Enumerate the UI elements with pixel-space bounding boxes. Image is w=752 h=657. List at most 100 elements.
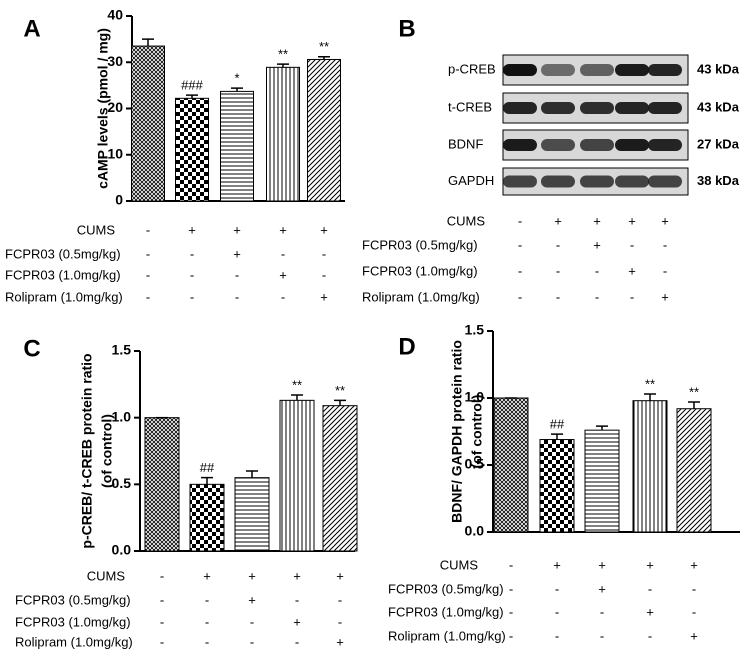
- treatment-mark: -: [518, 213, 522, 228]
- treatment-mark: -: [556, 263, 560, 278]
- treatment-label: FCPR03 (0.5mg/kg): [5, 246, 121, 261]
- treatment-mark: -: [250, 614, 254, 629]
- blot-band: [503, 175, 537, 188]
- treatment-mark: -: [630, 289, 634, 304]
- treatment-mark: -: [190, 289, 194, 304]
- treatment-label: FCPR03 (0.5mg/kg): [388, 581, 504, 596]
- treatment-mark: -: [518, 237, 522, 252]
- y-tick-label: 0.5: [465, 456, 485, 472]
- treatment-mark: -: [600, 628, 604, 643]
- y-tick-label: 10: [107, 145, 123, 161]
- treatment-mark: +: [554, 213, 562, 228]
- blot-band: [503, 64, 537, 76]
- bar: [266, 66, 300, 202]
- y-tick-label: 20: [107, 99, 123, 115]
- bar: [189, 483, 225, 552]
- treatment-mark: -: [692, 581, 696, 596]
- treatment-mark: -: [295, 592, 299, 607]
- significance-label: ###: [181, 78, 203, 93]
- treatment-label: FCPR03 (1.0mg/kg): [388, 604, 504, 619]
- blot-band: [503, 102, 537, 114]
- treatment-mark: -: [146, 246, 150, 261]
- y-axis-label: (of control): [469, 395, 485, 469]
- treatment-mark: +: [661, 213, 669, 228]
- bar: [632, 400, 668, 533]
- panel-label: B: [398, 15, 415, 42]
- blot-row-label: p-CREB: [448, 61, 496, 76]
- panel-label: A: [23, 15, 40, 42]
- treatment-mark: +: [690, 557, 698, 572]
- treatment-mark: -: [281, 246, 285, 261]
- treatment-mark: -: [250, 634, 254, 649]
- treatment-label: Rolipram (1.0mg/kg): [5, 289, 123, 304]
- treatment-mark: +: [336, 634, 344, 649]
- treatment-mark: -: [518, 289, 522, 304]
- treatment-mark: +: [233, 246, 241, 261]
- treatment-mark: -: [322, 267, 326, 282]
- error-bar: [201, 476, 213, 485]
- treatment-mark: -: [556, 237, 560, 252]
- treatment-mark: +: [320, 222, 328, 237]
- y-tick-label: 30: [107, 53, 123, 69]
- panel-label: D: [398, 333, 415, 360]
- significance-label: **: [278, 47, 288, 62]
- bar: [144, 417, 180, 552]
- treatment-mark: -: [190, 267, 194, 282]
- treatment-mark: -: [235, 289, 239, 304]
- treatment-label: FCPR03 (1.0mg/kg): [15, 614, 131, 629]
- error-bar: [551, 433, 563, 440]
- treatment-mark: -: [146, 267, 150, 282]
- treatment-label: FCPR03 (0.5mg/kg): [362, 237, 478, 252]
- blot-band: [615, 139, 649, 151]
- treatment-mark: -: [555, 604, 559, 619]
- blot-band: [580, 102, 614, 114]
- blot-band: [580, 139, 614, 151]
- blot-row-label: BDNF: [448, 136, 483, 151]
- y-tick-label: 0.5: [112, 475, 132, 491]
- treatment-mark: -: [630, 237, 634, 252]
- treatment-label: Rolipram (1.0mg/kg): [15, 634, 133, 649]
- blot-size-label: 43 kDa: [697, 99, 740, 114]
- treatment-label: Rolipram (1.0mg/kg): [362, 289, 480, 304]
- y-tick-label: 0: [115, 192, 123, 208]
- treatment-label: CUMS: [87, 568, 126, 583]
- treatment-mark: +: [593, 237, 601, 252]
- bar: [279, 399, 315, 552]
- y-axis-label: p-CREB/ t-CREB protein ratio: [79, 353, 95, 548]
- error-bar: [277, 63, 289, 68]
- treatment-mark: +: [279, 267, 287, 282]
- bar: [234, 477, 270, 552]
- treatment-mark: -: [160, 592, 164, 607]
- blot-row-label: t-CREB: [448, 99, 492, 114]
- treatment-mark: -: [160, 614, 164, 629]
- y-axis-label: BDNF/ GAPDH protein ratio: [449, 340, 465, 523]
- treatment-label: Rolipram (1.0mg/kg): [388, 628, 506, 643]
- treatment-mark: +: [628, 213, 636, 228]
- significance-label: **: [689, 384, 699, 399]
- treatment-mark: -: [146, 289, 150, 304]
- treatment-mark: -: [555, 628, 559, 643]
- treatment-label: FCPR03 (1.0mg/kg): [362, 263, 478, 278]
- significance-label: ##: [200, 460, 215, 475]
- treatment-mark: +: [628, 263, 636, 278]
- treatment-mark: -: [555, 581, 559, 596]
- treatment-mark: -: [190, 246, 194, 261]
- treatment-label: CUMS: [440, 557, 479, 572]
- blot-band: [648, 102, 682, 114]
- blot-band: [648, 139, 682, 151]
- treatment-mark: -: [648, 628, 652, 643]
- treatment-mark: +: [661, 289, 669, 304]
- y-tick-label: 1.5: [465, 322, 485, 338]
- blot-size-label: 43 kDa: [697, 61, 740, 76]
- blot-row-label: GAPDH: [448, 173, 494, 188]
- blot-band: [541, 175, 575, 188]
- error-bar: [231, 87, 243, 92]
- treatment-mark: +: [293, 614, 301, 629]
- treatment-mark: -: [663, 237, 667, 252]
- blot-band: [503, 139, 537, 151]
- bar: [307, 58, 341, 202]
- treatment-mark: -: [205, 634, 209, 649]
- treatment-mark: +: [593, 213, 601, 228]
- treatment-mark: -: [692, 604, 696, 619]
- significance-label: **: [335, 383, 345, 398]
